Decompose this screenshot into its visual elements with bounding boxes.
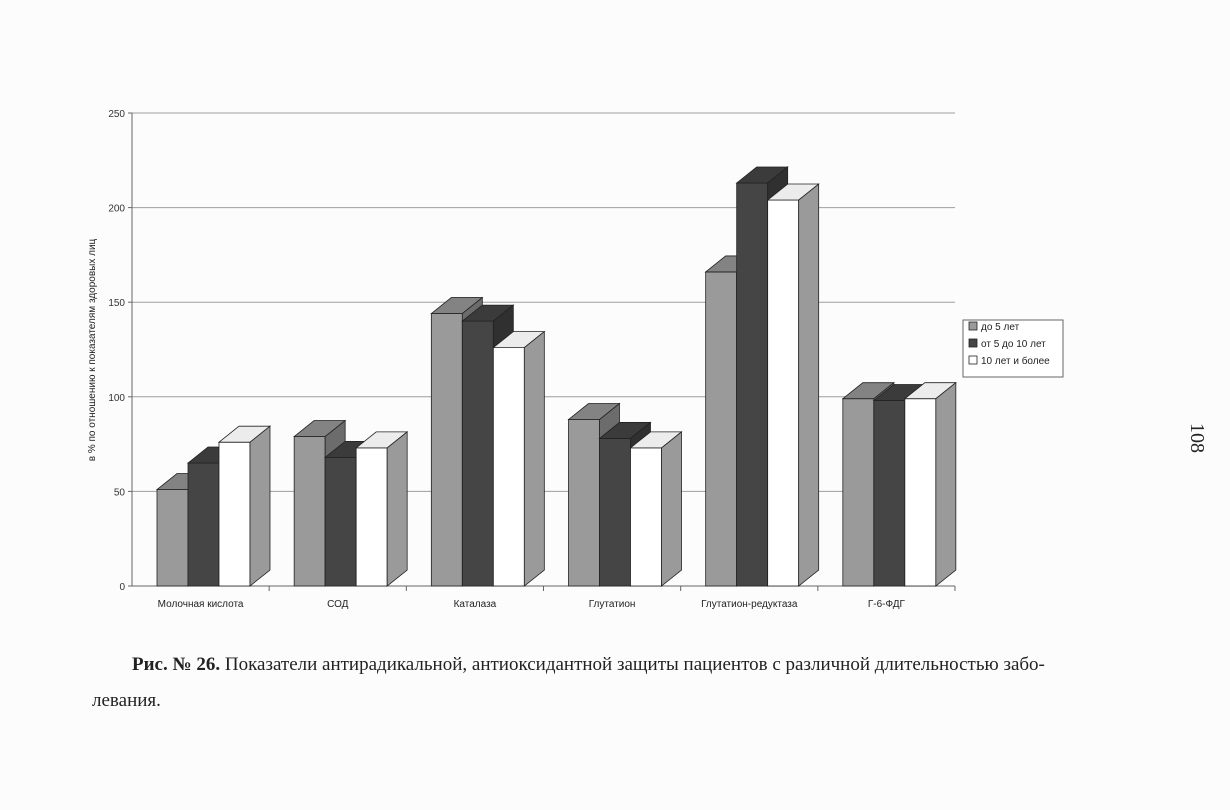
y-tick-label: 150 [108,298,125,309]
legend-label: 10 лет и более [981,355,1050,367]
bar-front [430,313,463,587]
bar-front [187,462,220,587]
y-tick-label: 250 [108,109,125,120]
category-label: Глутатион [589,599,636,610]
y-tick-label: 50 [114,487,126,498]
bar-side [798,183,820,587]
bar-side [935,381,957,587]
legend-swatch [968,338,978,348]
bar-3 [217,425,272,587]
bar-front [842,398,875,587]
bar-front [767,199,800,587]
y-tick-label: 100 [108,393,125,404]
bar-3 [903,381,957,587]
category-label: Г-6-ФДГ [868,599,906,610]
bar-front [156,489,189,587]
category-label: Глутатион-редуктаза [701,599,798,610]
bar-front [873,400,906,587]
bar-front [218,441,251,587]
category-label: Молочная кислота [158,599,244,610]
category-label: СОД [327,599,349,610]
page-number: 108 [1186,423,1208,453]
bar-3 [766,183,820,587]
bar-front [904,398,937,587]
y-tick-label: 0 [119,582,125,593]
caption-text: Показатели антирадикальной, антиоксидант… [220,654,1045,675]
bar-3 [629,431,683,587]
bar-front [324,456,357,587]
legend-swatch [968,355,978,365]
figure-caption: Рис. № 26. Показатели антирадикальной, а… [92,645,1142,711]
bar-side [249,425,271,587]
caption-label: Рис. № 26. [132,654,221,675]
bar-3 [492,330,546,587]
legend-label: до 5 лет [981,322,1020,333]
bars-layer [155,166,957,587]
bar-front [461,320,494,587]
bar-front [736,182,769,587]
bar-side [386,431,408,587]
caption-continuation: левания. [92,690,161,711]
bar-front [293,436,326,587]
legend-swatch [968,321,978,331]
category-labels: Молочная кислота СОД Каталаза Глутатион Глут… [158,599,906,610]
legend-label: от 5 до 10 лет [981,339,1046,350]
y-tick-label: 200 [108,204,125,215]
bar-front [630,447,662,587]
bar-front [568,419,600,587]
bar-front [599,438,631,587]
category-label: Каталаза [454,599,497,610]
bar-side [661,431,682,587]
chart: 0 50 100 150 200 250 Молочная кислота СОД Катал… [87,109,1064,610]
bar-front [492,347,525,587]
bar-front [355,447,388,587]
axis-layer: 0 50 100 150 200 250 [108,109,956,593]
legend-box [962,319,1064,378]
bar-front [705,271,738,587]
y-axis-label: в % по отношению к показателям здоровых … [87,238,98,461]
bar-3 [355,431,409,587]
legend: до 5 лет от 5 до 10 лет 10 лет и более [962,319,1064,378]
bar-side [523,330,545,587]
